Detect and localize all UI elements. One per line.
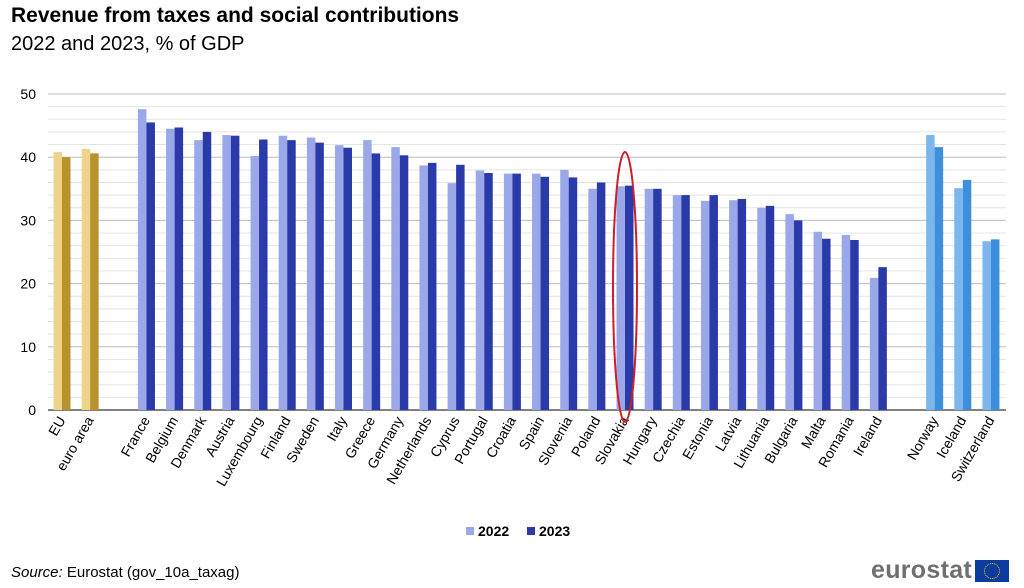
source-label: Source: — [11, 564, 63, 581]
bar-2022 — [616, 186, 625, 410]
bar-2022 — [560, 169, 569, 410]
x-tick-label: EU — [45, 414, 69, 439]
bar-2022 — [363, 140, 372, 411]
bar-2023 — [540, 176, 550, 410]
legend-swatch — [466, 527, 474, 535]
bar-2023 — [962, 179, 972, 410]
bar-2022 — [672, 195, 682, 410]
bar-2023 — [878, 267, 887, 410]
bar-2023 — [174, 127, 184, 410]
bar-2022 — [644, 188, 654, 410]
highlight-ellipse — [612, 151, 638, 423]
bar-2023 — [625, 185, 634, 410]
bar-2022 — [250, 155, 260, 410]
bar-2023 — [737, 198, 747, 410]
bar-2023 — [568, 177, 578, 410]
bar-2023 — [793, 220, 803, 410]
bar-2022 — [53, 152, 62, 411]
bar-2022 — [447, 183, 457, 410]
bar-2023 — [146, 122, 155, 410]
bar-2022 — [785, 214, 794, 410]
bar-2022 — [475, 170, 485, 410]
legend-label: 2023 — [539, 523, 570, 539]
bar-2022 — [757, 207, 766, 410]
legend-label: 2022 — [478, 523, 509, 539]
bar-2023 — [427, 162, 437, 410]
bar-2023 — [371, 153, 381, 410]
bar-2023 — [230, 135, 240, 410]
bar-2023 — [934, 147, 944, 410]
y-tick-label: 0 — [28, 402, 36, 418]
bar-2022 — [503, 173, 513, 410]
bar-2023 — [62, 157, 71, 410]
bar-2023 — [990, 239, 1000, 410]
bar-2023 — [512, 173, 521, 410]
bar-2023 — [596, 182, 606, 410]
bar-2023 — [653, 188, 662, 410]
bar-2022 — [335, 145, 344, 410]
bar-2022 — [729, 200, 738, 410]
chart-title: Revenue from taxes and social contributi… — [11, 4, 460, 27]
bar-2023 — [315, 142, 324, 410]
bar-2023 — [202, 131, 212, 411]
bar-2023 — [287, 140, 296, 411]
bar-2023 — [850, 239, 859, 410]
bar-2022 — [588, 188, 597, 410]
bar-2023 — [765, 205, 775, 410]
bar-2023 — [456, 164, 465, 410]
bar-2022 — [194, 140, 203, 411]
bar-2022 — [166, 128, 175, 410]
chart-subtitle: 2022 and 2023, % of GDP — [11, 33, 245, 55]
bar-2023 — [259, 139, 268, 410]
x-tick-label: Italy — [323, 414, 350, 444]
bar-2022 — [841, 234, 851, 410]
bar-2022 — [982, 241, 991, 410]
y-tick-label: 40 — [20, 149, 36, 165]
bar-2022 — [954, 188, 963, 410]
bar-2023 — [399, 155, 409, 410]
legend-swatch — [527, 527, 535, 535]
bar-2022 — [813, 231, 823, 410]
bar-2023 — [709, 195, 718, 410]
eurostat-logo: eurostat — [871, 556, 1010, 585]
bar-2023 — [822, 238, 831, 410]
x-tick-label: Ireland — [850, 414, 885, 459]
bar-2023 — [681, 195, 690, 410]
bar-2022 — [532, 173, 541, 410]
eu-flag-icon — [975, 559, 1010, 582]
bar-2023 — [343, 147, 352, 410]
bar-2022 — [700, 200, 710, 410]
bar-2022 — [419, 165, 428, 410]
bar-2022 — [278, 135, 288, 410]
y-tick-label: 10 — [20, 339, 36, 355]
bar-2022 — [869, 277, 879, 410]
bar-2022 — [391, 147, 400, 410]
bar-2022 — [926, 135, 935, 410]
bar-2022 — [306, 137, 316, 410]
source-note: Source: Eurostat (gov_10a_taxag) — [11, 564, 239, 581]
y-tick-label: 20 — [20, 276, 36, 292]
logo-text: eurostat — [871, 556, 973, 584]
bar-2023 — [484, 173, 493, 410]
source-text: Eurostat (gov_10a_taxag) — [62, 564, 240, 581]
y-tick-label: 30 — [20, 212, 36, 228]
bar-2022 — [81, 148, 91, 410]
y-tick-label: 50 — [20, 86, 36, 102]
bar-2022 — [222, 135, 231, 410]
bar-2023 — [90, 153, 99, 410]
bar-2022 — [137, 109, 147, 410]
